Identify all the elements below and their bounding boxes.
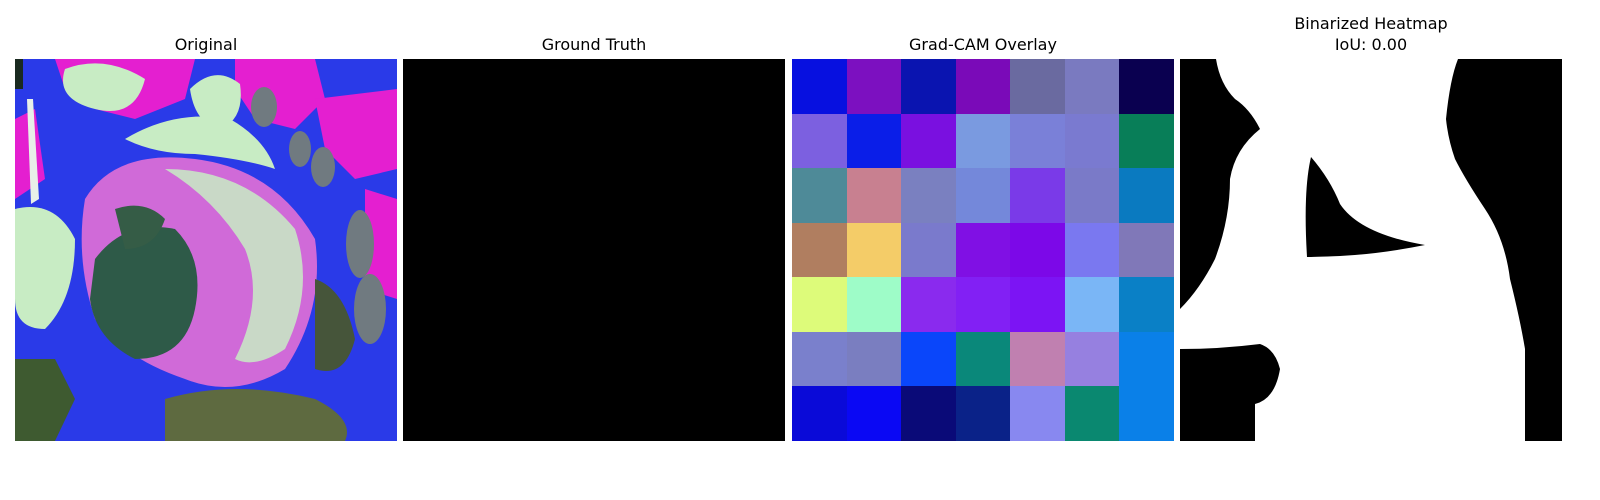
gradcam-cell <box>1119 113 1174 169</box>
gradcam-cell <box>1064 59 1120 114</box>
gradcam-cell <box>1119 331 1174 387</box>
gradcam-cell <box>901 113 956 169</box>
panel-original: Original <box>15 0 397 500</box>
gradcam-cell <box>1010 222 1065 278</box>
panel-title-binarized: Binarized Heatmap <box>1294 14 1448 33</box>
gradcam-cell <box>846 331 902 387</box>
gradcam-cell <box>901 168 956 223</box>
gradcam-cell <box>901 222 956 278</box>
gradcam-cell <box>1064 386 1120 441</box>
gradcam-cell <box>792 222 847 278</box>
gradcam-cell <box>1119 59 1174 114</box>
original-image <box>15 59 397 441</box>
gradcam-cell <box>1010 59 1065 114</box>
gradcam-cell <box>792 331 847 387</box>
gradcam-cell <box>1010 113 1065 169</box>
gradcam-overlay <box>792 59 1174 441</box>
panel-title-original: Original <box>174 35 238 54</box>
gradcam-cell <box>792 386 847 441</box>
panel-binarized: Binarized Heatmap IoU: 0.00 <box>1180 0 1562 500</box>
gradcam-cell <box>846 168 902 223</box>
panel-ground-truth: Ground Truth <box>403 0 785 500</box>
gradcam-cell <box>1119 386 1174 441</box>
gradcam-cell <box>1064 113 1120 169</box>
gradcam-cell <box>1010 386 1065 441</box>
gradcam-cell <box>792 59 847 114</box>
gradcam-cell <box>1010 331 1065 387</box>
gradcam-cell <box>846 59 902 114</box>
gradcam-cell <box>792 113 847 169</box>
gradcam-cell <box>955 113 1011 169</box>
gradcam-cell <box>1064 331 1120 387</box>
panel-title-gradcam: Grad-CAM Overlay <box>909 35 1057 54</box>
gradcam-cell <box>1119 222 1174 278</box>
gradcam-cell <box>1064 168 1120 223</box>
gradcam-cell <box>955 222 1011 278</box>
gradcam-cell <box>955 168 1011 223</box>
binarized-heatmap <box>1180 59 1562 441</box>
gradcam-cell <box>846 113 902 169</box>
gradcam-cell <box>901 386 956 441</box>
gradcam-cell <box>901 59 956 114</box>
gradcam-cell <box>1119 168 1174 223</box>
gradcam-cell <box>955 277 1011 332</box>
gradcam-cell <box>955 331 1011 387</box>
gradcam-grid <box>792 59 1174 441</box>
panel-title-ground-truth: Ground Truth <box>541 35 647 54</box>
gradcam-cell <box>901 277 956 332</box>
gradcam-cell <box>846 277 902 332</box>
gradcam-cell <box>1010 168 1065 223</box>
gradcam-cell <box>1064 277 1120 332</box>
gradcam-cell <box>846 386 902 441</box>
gradcam-cell <box>1064 222 1120 278</box>
gradcam-cell <box>955 59 1011 114</box>
gradcam-cell <box>792 277 847 332</box>
gradcam-cell <box>792 168 847 223</box>
gradcam-cell <box>1119 277 1174 332</box>
panel-gradcam: Grad-CAM Overlay <box>792 0 1174 500</box>
gradcam-cell <box>901 331 956 387</box>
iou-label: IoU: 0.00 <box>1334 35 1408 54</box>
gradcam-cell <box>955 386 1011 441</box>
gradcam-cell <box>846 222 902 278</box>
ground-truth-mask <box>403 59 785 441</box>
gradcam-cell <box>1010 277 1065 332</box>
